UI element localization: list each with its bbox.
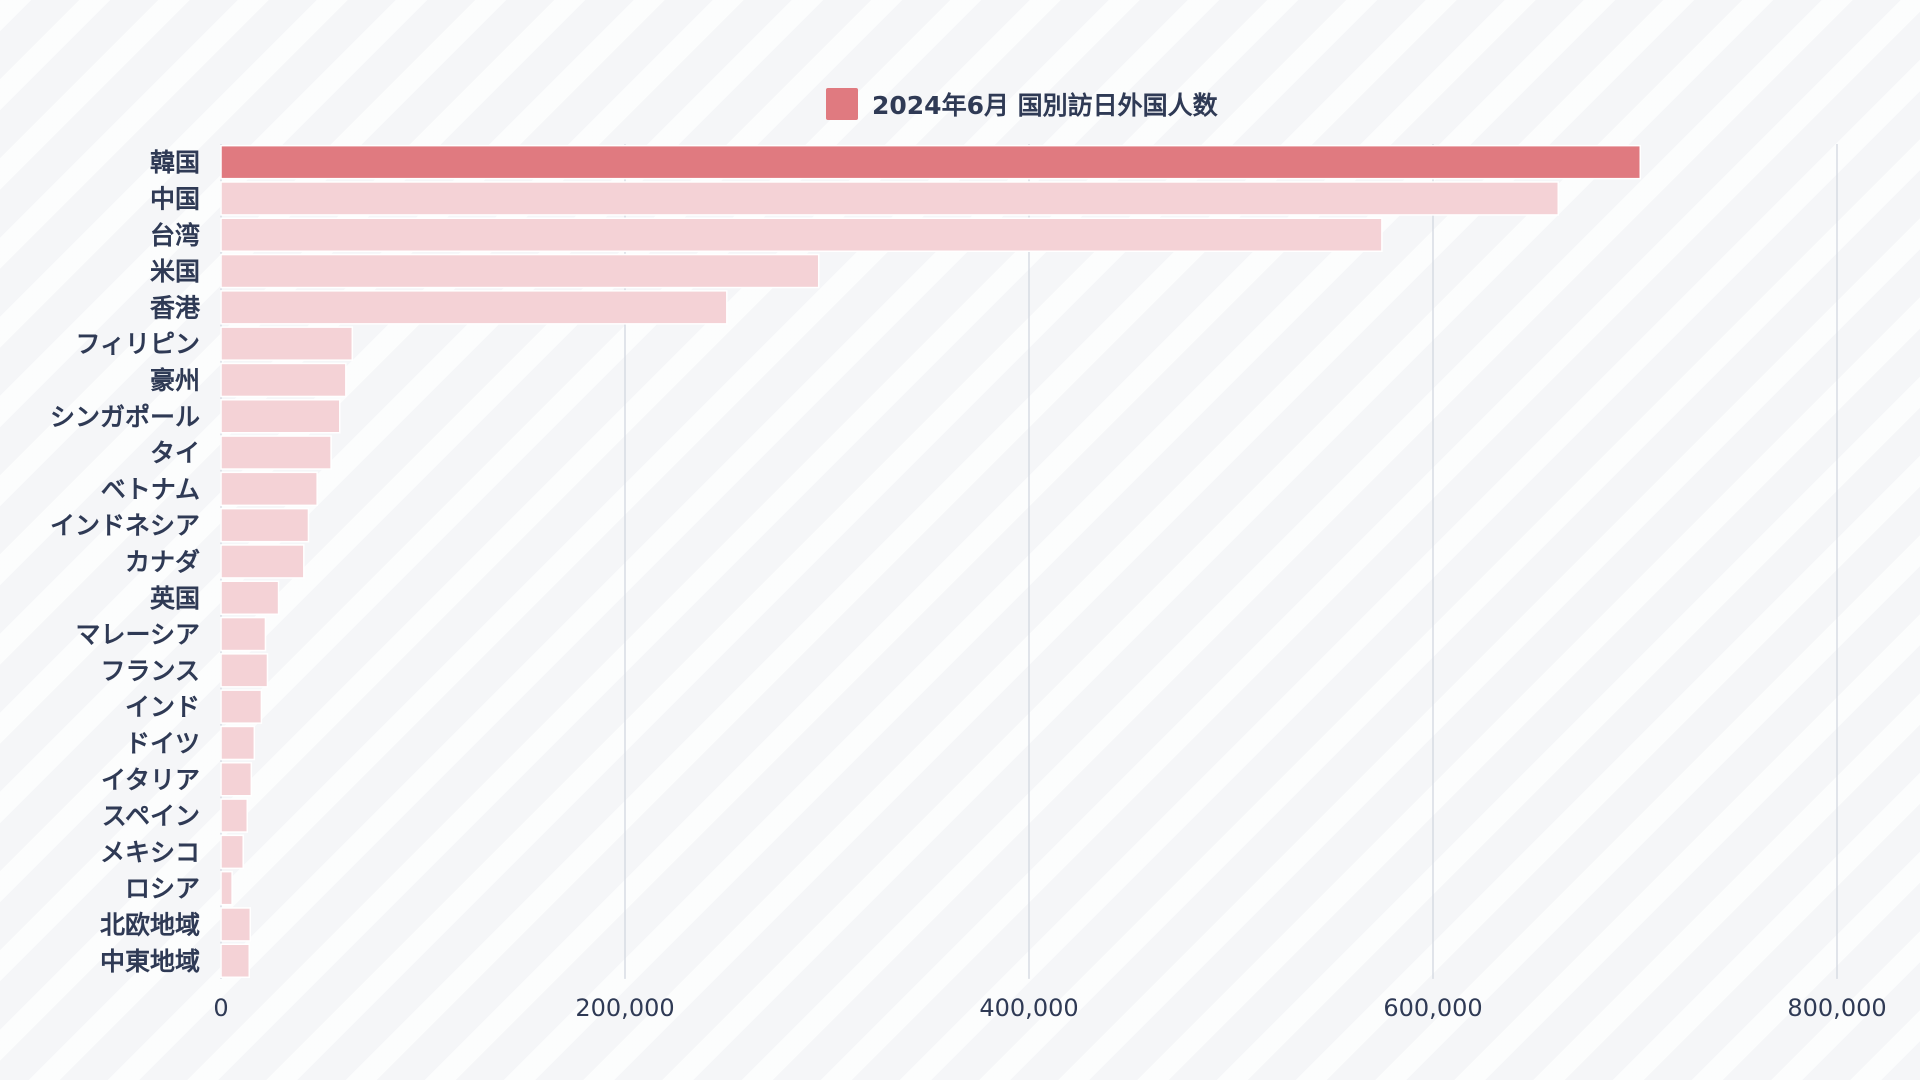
bar-6 — [220, 326, 354, 361]
category-label: 英国 — [150, 584, 200, 613]
category-label: 中国 — [150, 184, 200, 213]
legend-label: 2024年6月 国別訪日外国人数 — [872, 91, 1219, 120]
bar-22 — [220, 907, 252, 942]
category-label: メキシコ — [100, 838, 200, 867]
bar-12 — [220, 544, 305, 579]
category-label: フィリピン — [75, 330, 200, 359]
bar-2 — [220, 181, 1559, 216]
category-label: 韓国 — [150, 148, 200, 177]
bar-17 — [220, 725, 256, 761]
x-tick-label: 800,000 — [1787, 994, 1886, 1022]
bar-3 — [220, 217, 1383, 252]
bar-10 — [220, 471, 318, 507]
bar-23 — [220, 943, 251, 978]
category-label: ドイツ — [125, 729, 200, 758]
legend-swatch — [826, 88, 858, 120]
category-label: インド — [125, 693, 200, 722]
category-label: 中東地域 — [100, 947, 200, 976]
x-tick-label: 400,000 — [979, 994, 1078, 1022]
category-label: タイ — [150, 439, 200, 468]
category-label: イタリア — [101, 765, 200, 794]
category-label: ロシア — [125, 874, 200, 903]
bar-18 — [220, 762, 253, 797]
bars — [220, 144, 1642, 978]
category-labels: 韓国中国台湾米国香港フィリピン豪州シンガポールタイベトナムインドネシアカナダ英国… — [50, 148, 201, 976]
category-label: 米国 — [150, 257, 200, 286]
x-tick-label: 200,000 — [575, 994, 674, 1022]
bar-20 — [220, 834, 244, 870]
category-label: ベトナム — [101, 475, 200, 504]
x-tick-label: 600,000 — [1383, 994, 1482, 1022]
bar-11 — [220, 507, 310, 543]
category-label: フランス — [100, 656, 200, 685]
category-label: 豪州 — [150, 366, 200, 395]
bar-7 — [220, 362, 347, 398]
x-tick-label: 0 — [213, 994, 228, 1022]
bar-15 — [220, 653, 269, 688]
bar-8 — [220, 399, 341, 434]
bar-9 — [220, 435, 332, 470]
category-label: 北欧地域 — [100, 910, 200, 939]
bar-13 — [220, 580, 280, 615]
category-label: マレーシア — [75, 620, 200, 649]
bar-4 — [220, 253, 820, 289]
category-label: シンガポール — [50, 402, 200, 431]
category-label: 台湾 — [150, 221, 200, 250]
category-label: インドネシア — [50, 511, 200, 540]
bar-21 — [220, 870, 233, 906]
legend: 2024年6月 国別訪日外国人数 — [826, 88, 1219, 120]
category-label: スペイン — [102, 802, 200, 831]
bar-1 — [220, 144, 1642, 180]
category-label: カナダ — [125, 547, 200, 576]
bar-14 — [220, 616, 267, 652]
bar-19 — [220, 798, 249, 833]
bar-5 — [220, 290, 728, 325]
bar-16 — [220, 689, 263, 724]
x-axis-ticks: 0 200,000 400,000 600,000 800,000 — [213, 994, 1886, 1022]
category-label: 香港 — [150, 293, 201, 322]
